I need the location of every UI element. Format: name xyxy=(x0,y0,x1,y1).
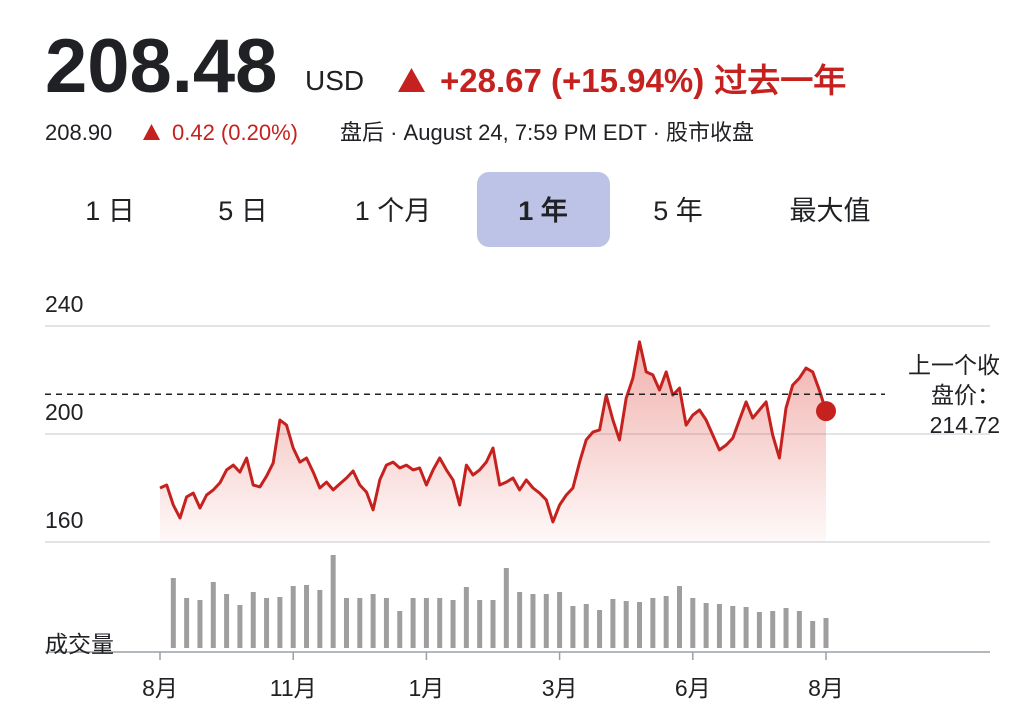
volume-bar xyxy=(304,585,310,648)
volume-bar xyxy=(756,612,762,648)
tab[interactable]: 1 个月 xyxy=(355,196,432,226)
volume-bar xyxy=(503,568,509,648)
volume-bar xyxy=(530,594,536,648)
volume-bar xyxy=(676,586,682,648)
volume-bar xyxy=(224,594,230,648)
up-arrow-small xyxy=(143,124,160,140)
volume-bar xyxy=(397,611,403,648)
volume-bar xyxy=(357,598,363,648)
tab[interactable]: 最大值 xyxy=(790,196,871,226)
volume-bar xyxy=(343,598,349,648)
volume-bar xyxy=(810,621,816,648)
tab[interactable]: 1 日 xyxy=(85,196,135,226)
volume-label: 成交量 xyxy=(45,631,114,657)
volume-bar xyxy=(490,600,496,648)
volume-bar xyxy=(210,582,216,648)
volume-bar xyxy=(517,592,523,648)
after-hours-price: 208.90 xyxy=(45,120,112,145)
volume-bar xyxy=(477,600,483,648)
volume-bar xyxy=(716,604,722,648)
volume-bar xyxy=(463,587,469,648)
previous-close-label: 上一个收盘价： xyxy=(908,352,1000,408)
previous-close-value: 214.72 xyxy=(929,412,1000,438)
period: 过去一年 xyxy=(714,62,846,99)
volume-bar xyxy=(770,611,776,648)
volume-bar xyxy=(370,594,376,648)
change: +28.67 (+15.94%) xyxy=(440,62,704,99)
range-tabs: 1 日 5 日 1 个月 1 年 5 年 最大值 xyxy=(85,172,871,247)
tab[interactable]: 5 日 xyxy=(218,196,268,226)
volume-bar xyxy=(623,601,629,648)
last-point xyxy=(816,401,836,422)
volume-bar xyxy=(330,555,336,648)
price-area xyxy=(160,341,826,542)
y-tick-label: 200 xyxy=(45,399,83,425)
volume-bar xyxy=(290,586,296,648)
price-line xyxy=(159,340,828,524)
volume-bar xyxy=(597,610,603,648)
y-tick-label: 160 xyxy=(45,507,83,533)
x-tick-label: 3月 xyxy=(542,675,578,701)
volume-bar xyxy=(663,596,669,648)
tab-selected-bg xyxy=(477,172,610,247)
volume-bar xyxy=(783,608,789,648)
volume-bar xyxy=(237,605,243,648)
volume-bar xyxy=(184,598,190,648)
volume-bar xyxy=(690,598,696,648)
y-tick-label: 240 xyxy=(45,291,83,317)
tab[interactable]: 1 年 xyxy=(518,195,568,226)
price: 208.48 xyxy=(45,24,277,109)
volume-bar xyxy=(437,598,443,648)
x-tick-label: 11月 xyxy=(270,675,317,701)
volume-bar xyxy=(557,592,563,648)
volume-bar xyxy=(170,578,176,648)
x-tick-label: 6月 xyxy=(675,675,711,701)
up-arrow xyxy=(398,68,425,92)
plot: 160 200 240 8月 11月 1月 3月 6月 8月 成交量 xyxy=(45,291,990,701)
volume-bar xyxy=(796,611,802,648)
after-hours-change: 0.42 (0.20%) xyxy=(172,120,298,145)
volume-bar xyxy=(277,597,283,648)
currency: USD xyxy=(305,65,364,96)
volume-bar xyxy=(450,600,456,648)
volume-bar xyxy=(730,606,736,648)
volume-bar xyxy=(743,607,749,648)
volume-bar xyxy=(650,598,656,648)
volume-bar xyxy=(250,592,256,648)
x-tick-label: 1月 xyxy=(409,675,445,701)
volume-bar xyxy=(423,598,429,648)
after-hours-note: 盘后 · August 24, 7:59 PM EDT · 股市收盘 xyxy=(340,120,754,145)
volume-bar xyxy=(317,590,323,648)
volume-bar xyxy=(637,602,643,648)
volume-bar xyxy=(543,594,549,648)
volume-bar xyxy=(410,598,416,648)
volume-bar xyxy=(264,598,270,648)
volume-bar xyxy=(583,604,589,648)
previous-close: 上一个收盘价： 214.72 xyxy=(878,350,1000,440)
x-tick-label: 8月 xyxy=(142,675,178,701)
volume-bar xyxy=(383,598,389,648)
change-line: +28.67 (+15.94%) 过去一年 xyxy=(440,62,846,99)
volume-bar xyxy=(703,603,709,648)
volume-bar xyxy=(823,618,829,648)
volume-bar xyxy=(570,606,576,648)
tab[interactable]: 5 年 xyxy=(653,196,703,226)
volume-bar xyxy=(197,600,203,648)
volume-bar xyxy=(610,599,616,648)
x-tick-label: 8月 xyxy=(808,675,844,701)
